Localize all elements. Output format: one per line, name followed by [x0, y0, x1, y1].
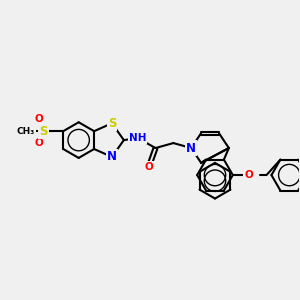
Text: N: N: [186, 142, 196, 154]
Text: O: O: [34, 138, 43, 148]
Text: N: N: [107, 150, 117, 164]
Text: NH: NH: [129, 133, 146, 143]
Text: S: S: [39, 125, 48, 138]
Text: O: O: [34, 114, 43, 124]
Text: O: O: [244, 170, 253, 180]
Text: CH₃: CH₃: [16, 127, 35, 136]
Text: S: S: [108, 117, 116, 130]
Text: O: O: [144, 162, 153, 172]
